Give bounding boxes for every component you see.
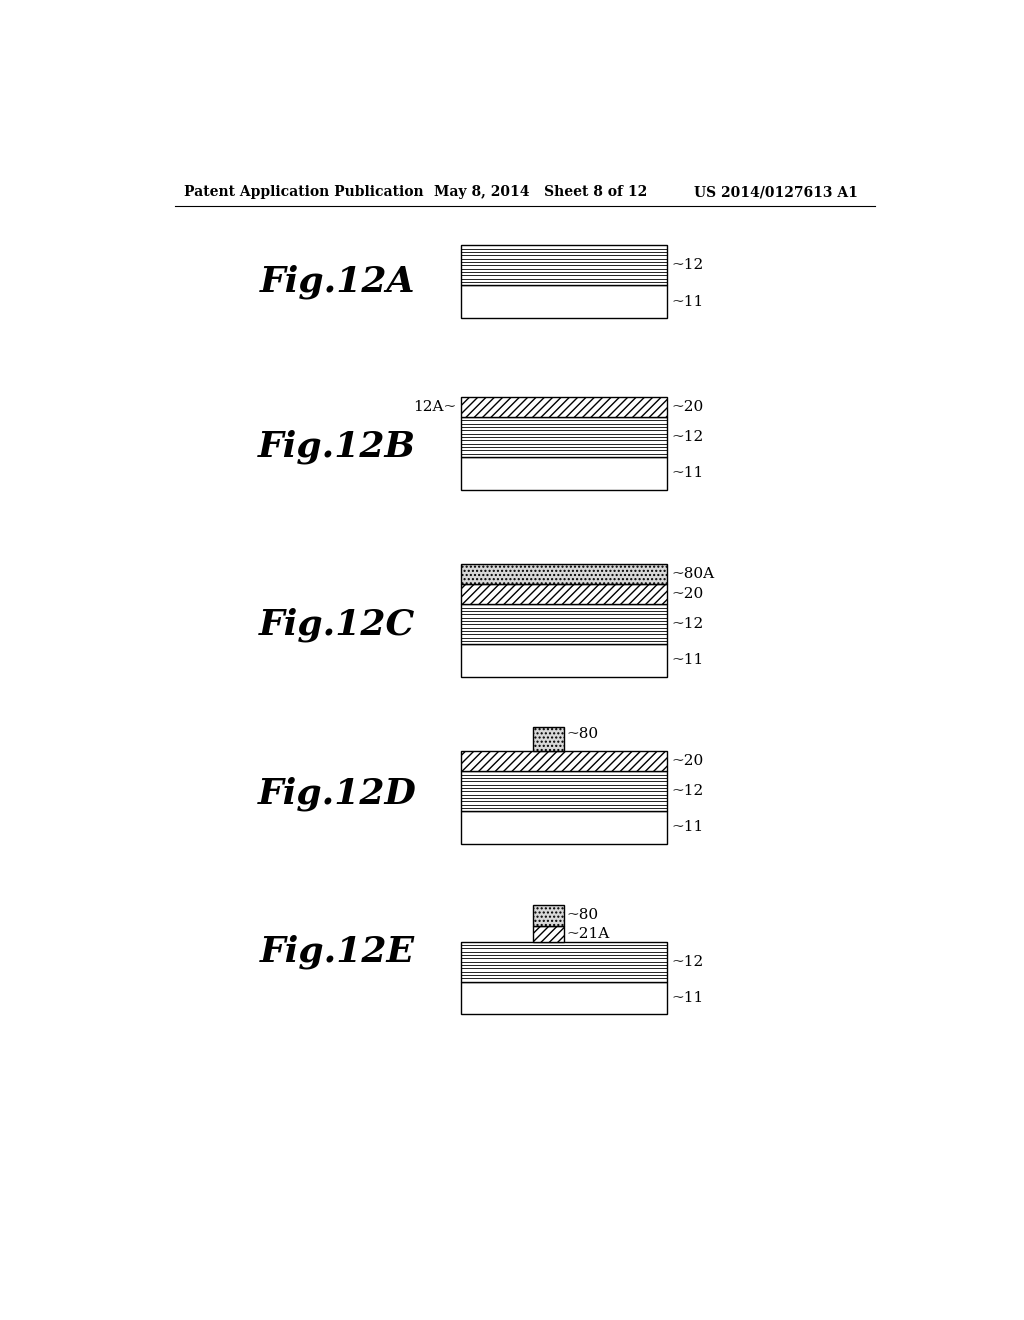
Bar bbox=[461, 751, 667, 771]
Text: ~11: ~11 bbox=[672, 991, 703, 1005]
Text: 12A~: 12A~ bbox=[414, 400, 457, 414]
Text: ~11: ~11 bbox=[672, 820, 703, 834]
Text: ~12: ~12 bbox=[672, 259, 703, 272]
Text: ~12: ~12 bbox=[672, 784, 703, 799]
Text: Fig.12A: Fig.12A bbox=[259, 264, 415, 298]
Bar bbox=[461, 812, 667, 843]
Bar bbox=[461, 564, 667, 585]
Bar bbox=[532, 927, 563, 941]
Text: Fig.12E: Fig.12E bbox=[260, 935, 415, 969]
Text: Fig.12D: Fig.12D bbox=[258, 776, 417, 810]
Bar bbox=[461, 585, 667, 605]
Bar bbox=[461, 644, 667, 677]
Text: Patent Application Publication: Patent Application Publication bbox=[183, 185, 424, 199]
Bar bbox=[461, 397, 667, 417]
Text: ~80A: ~80A bbox=[672, 568, 715, 581]
Text: ~12: ~12 bbox=[672, 954, 703, 969]
Text: US 2014/0127613 A1: US 2014/0127613 A1 bbox=[693, 185, 858, 199]
Bar bbox=[461, 417, 667, 457]
Text: ~21A: ~21A bbox=[566, 927, 610, 941]
Text: ~11: ~11 bbox=[672, 653, 703, 668]
Bar bbox=[461, 285, 667, 318]
Text: ~12: ~12 bbox=[672, 618, 703, 631]
Text: ~12: ~12 bbox=[672, 430, 703, 444]
Bar bbox=[461, 605, 667, 644]
Bar bbox=[461, 941, 667, 982]
Text: ~20: ~20 bbox=[672, 587, 703, 601]
Text: ~80: ~80 bbox=[566, 727, 599, 741]
Text: Fig.12B: Fig.12B bbox=[258, 430, 416, 465]
Text: Fig.12C: Fig.12C bbox=[259, 607, 416, 642]
Bar bbox=[461, 457, 667, 490]
Bar bbox=[461, 246, 667, 285]
Bar bbox=[461, 771, 667, 812]
Bar bbox=[532, 726, 563, 751]
Text: ~20: ~20 bbox=[672, 400, 703, 414]
Bar bbox=[461, 982, 667, 1014]
Text: May 8, 2014   Sheet 8 of 12: May 8, 2014 Sheet 8 of 12 bbox=[434, 185, 647, 199]
Text: ~11: ~11 bbox=[672, 294, 703, 309]
Text: ~80: ~80 bbox=[566, 908, 599, 923]
Text: ~11: ~11 bbox=[672, 466, 703, 480]
Text: ~20: ~20 bbox=[672, 754, 703, 768]
Bar bbox=[532, 904, 563, 927]
